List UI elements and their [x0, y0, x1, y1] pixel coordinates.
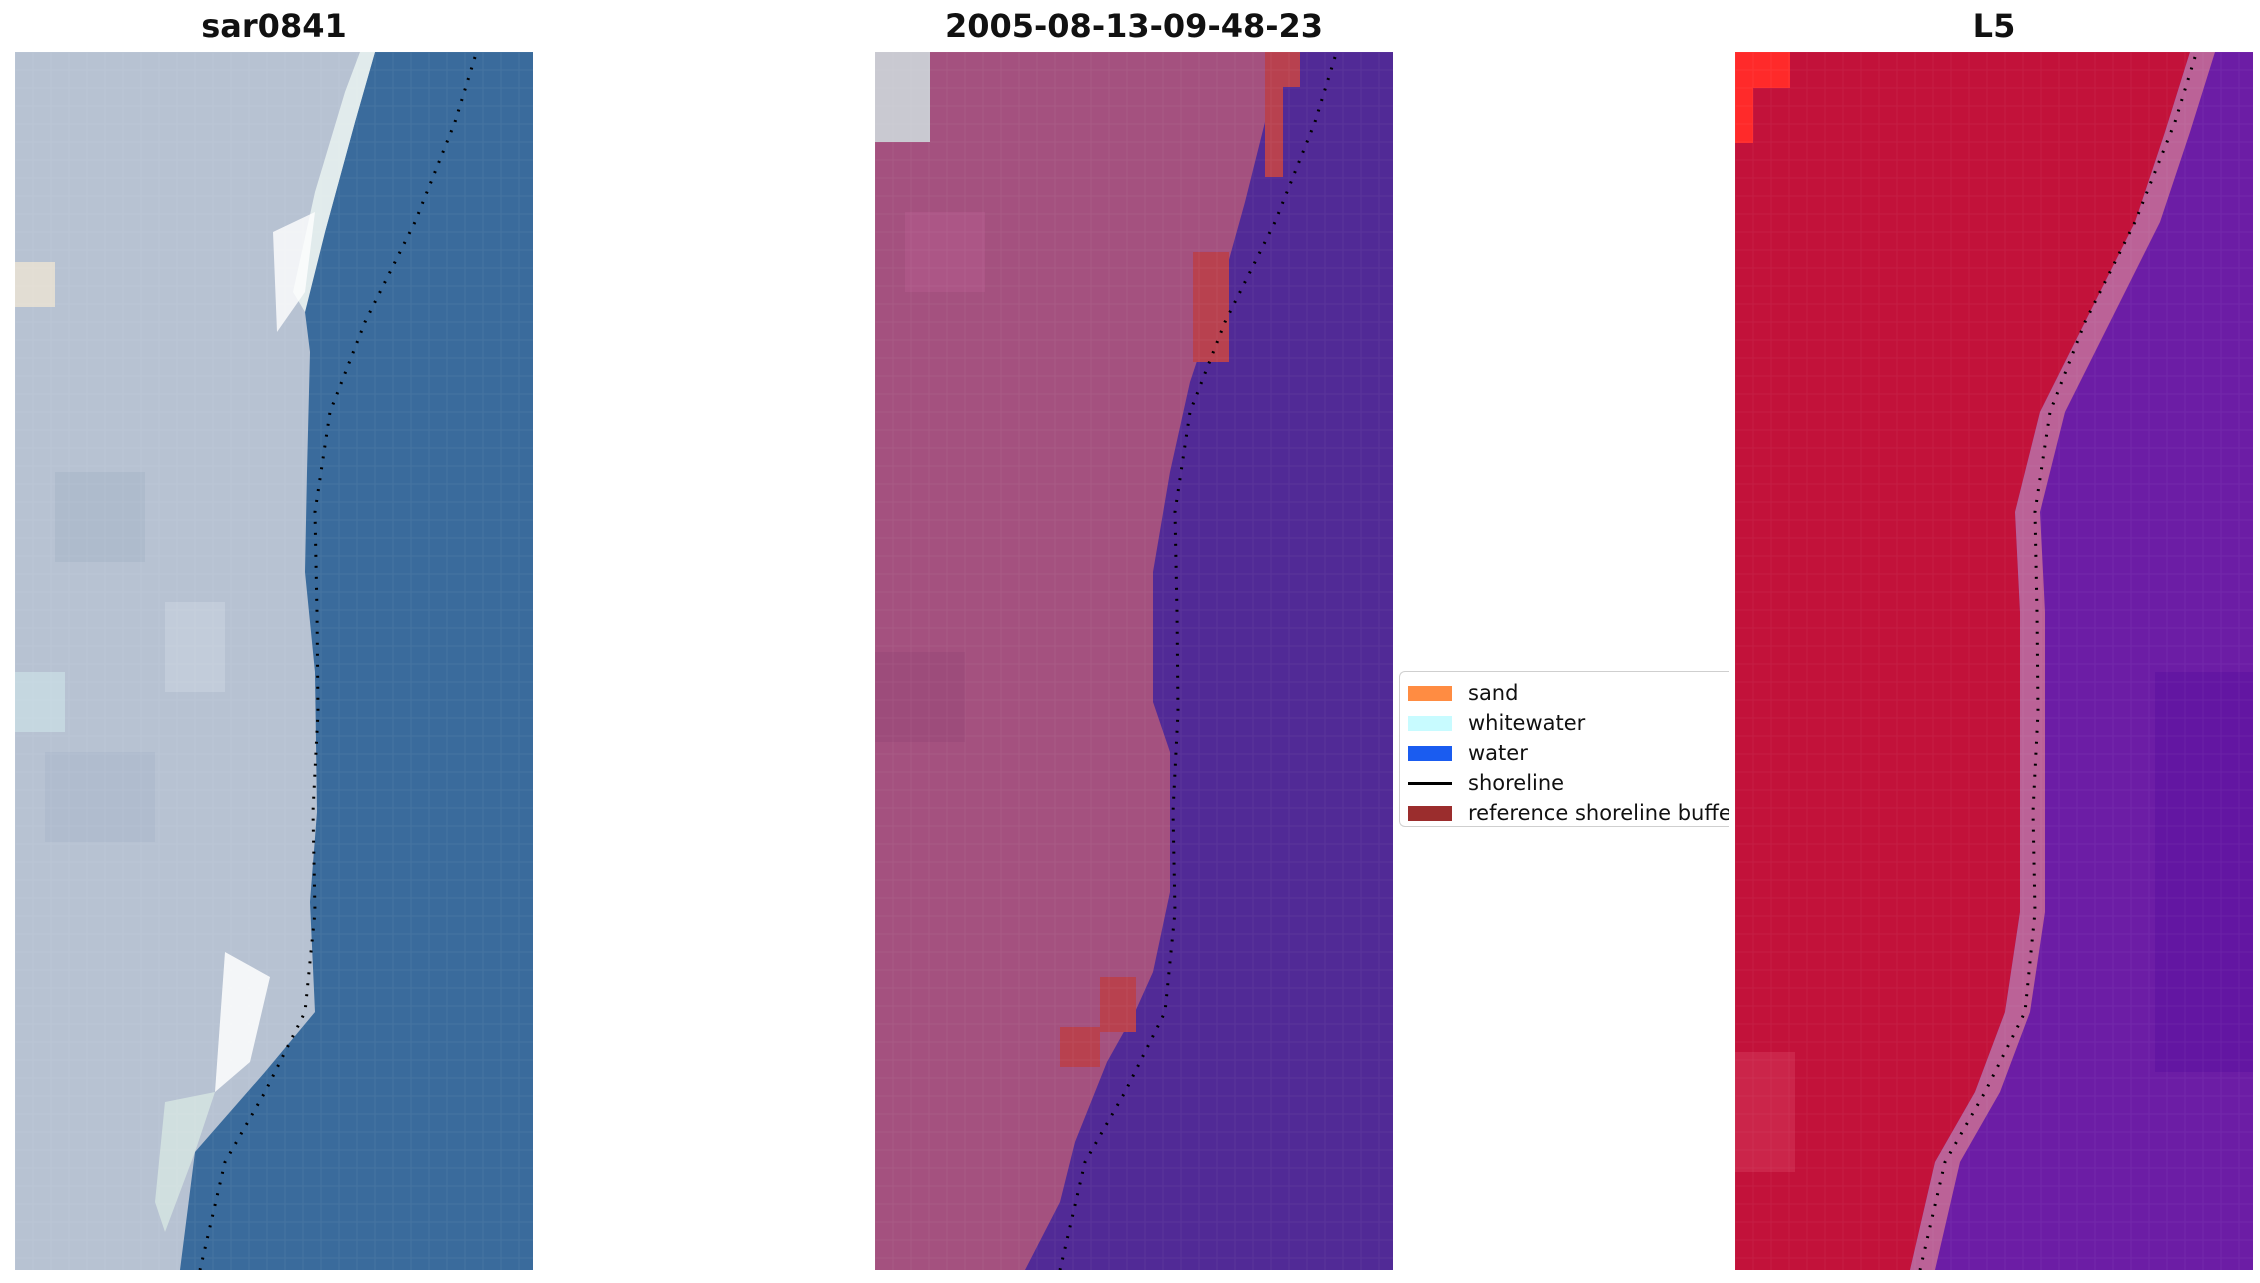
sand-swatch — [1408, 685, 1452, 701]
rgb-image — [15, 52, 533, 1270]
index-image — [1735, 52, 2253, 1270]
legend-item-sand: sand — [1408, 678, 1729, 708]
shoreline-line-swatch — [1408, 781, 1452, 785]
legend-label: shoreline — [1468, 771, 1565, 795]
legend-item-shoreline: shoreline — [1408, 768, 1729, 798]
legend-item-reference-buffer: reference shoreline buffer — [1408, 798, 1729, 826]
panel-title-classified: 2005-08-13-09-48-23 — [944, 7, 1324, 45]
classified-image-panel — [875, 52, 1393, 1270]
water-swatch — [1408, 745, 1452, 761]
index-image-panel — [1735, 52, 2253, 1270]
classified-image — [875, 52, 1393, 1270]
whitewater-swatch — [1408, 715, 1452, 731]
legend-label: whitewater — [1468, 711, 1586, 735]
legend-item-whitewater: whitewater — [1408, 708, 1729, 738]
legend-label: water — [1468, 741, 1528, 765]
legend: sand whitewater water shoreline referenc… — [1399, 671, 1729, 827]
panel-title-index: L5 — [1972, 7, 2016, 45]
legend-label: sand — [1468, 681, 1519, 705]
legend-item-water: water — [1408, 738, 1729, 768]
reference-buffer-swatch — [1408, 805, 1452, 821]
legend-label: reference shoreline buffer — [1468, 801, 1729, 825]
rgb-image-panel — [15, 52, 533, 1270]
panel-title-rgb: sar0841 — [201, 7, 347, 45]
